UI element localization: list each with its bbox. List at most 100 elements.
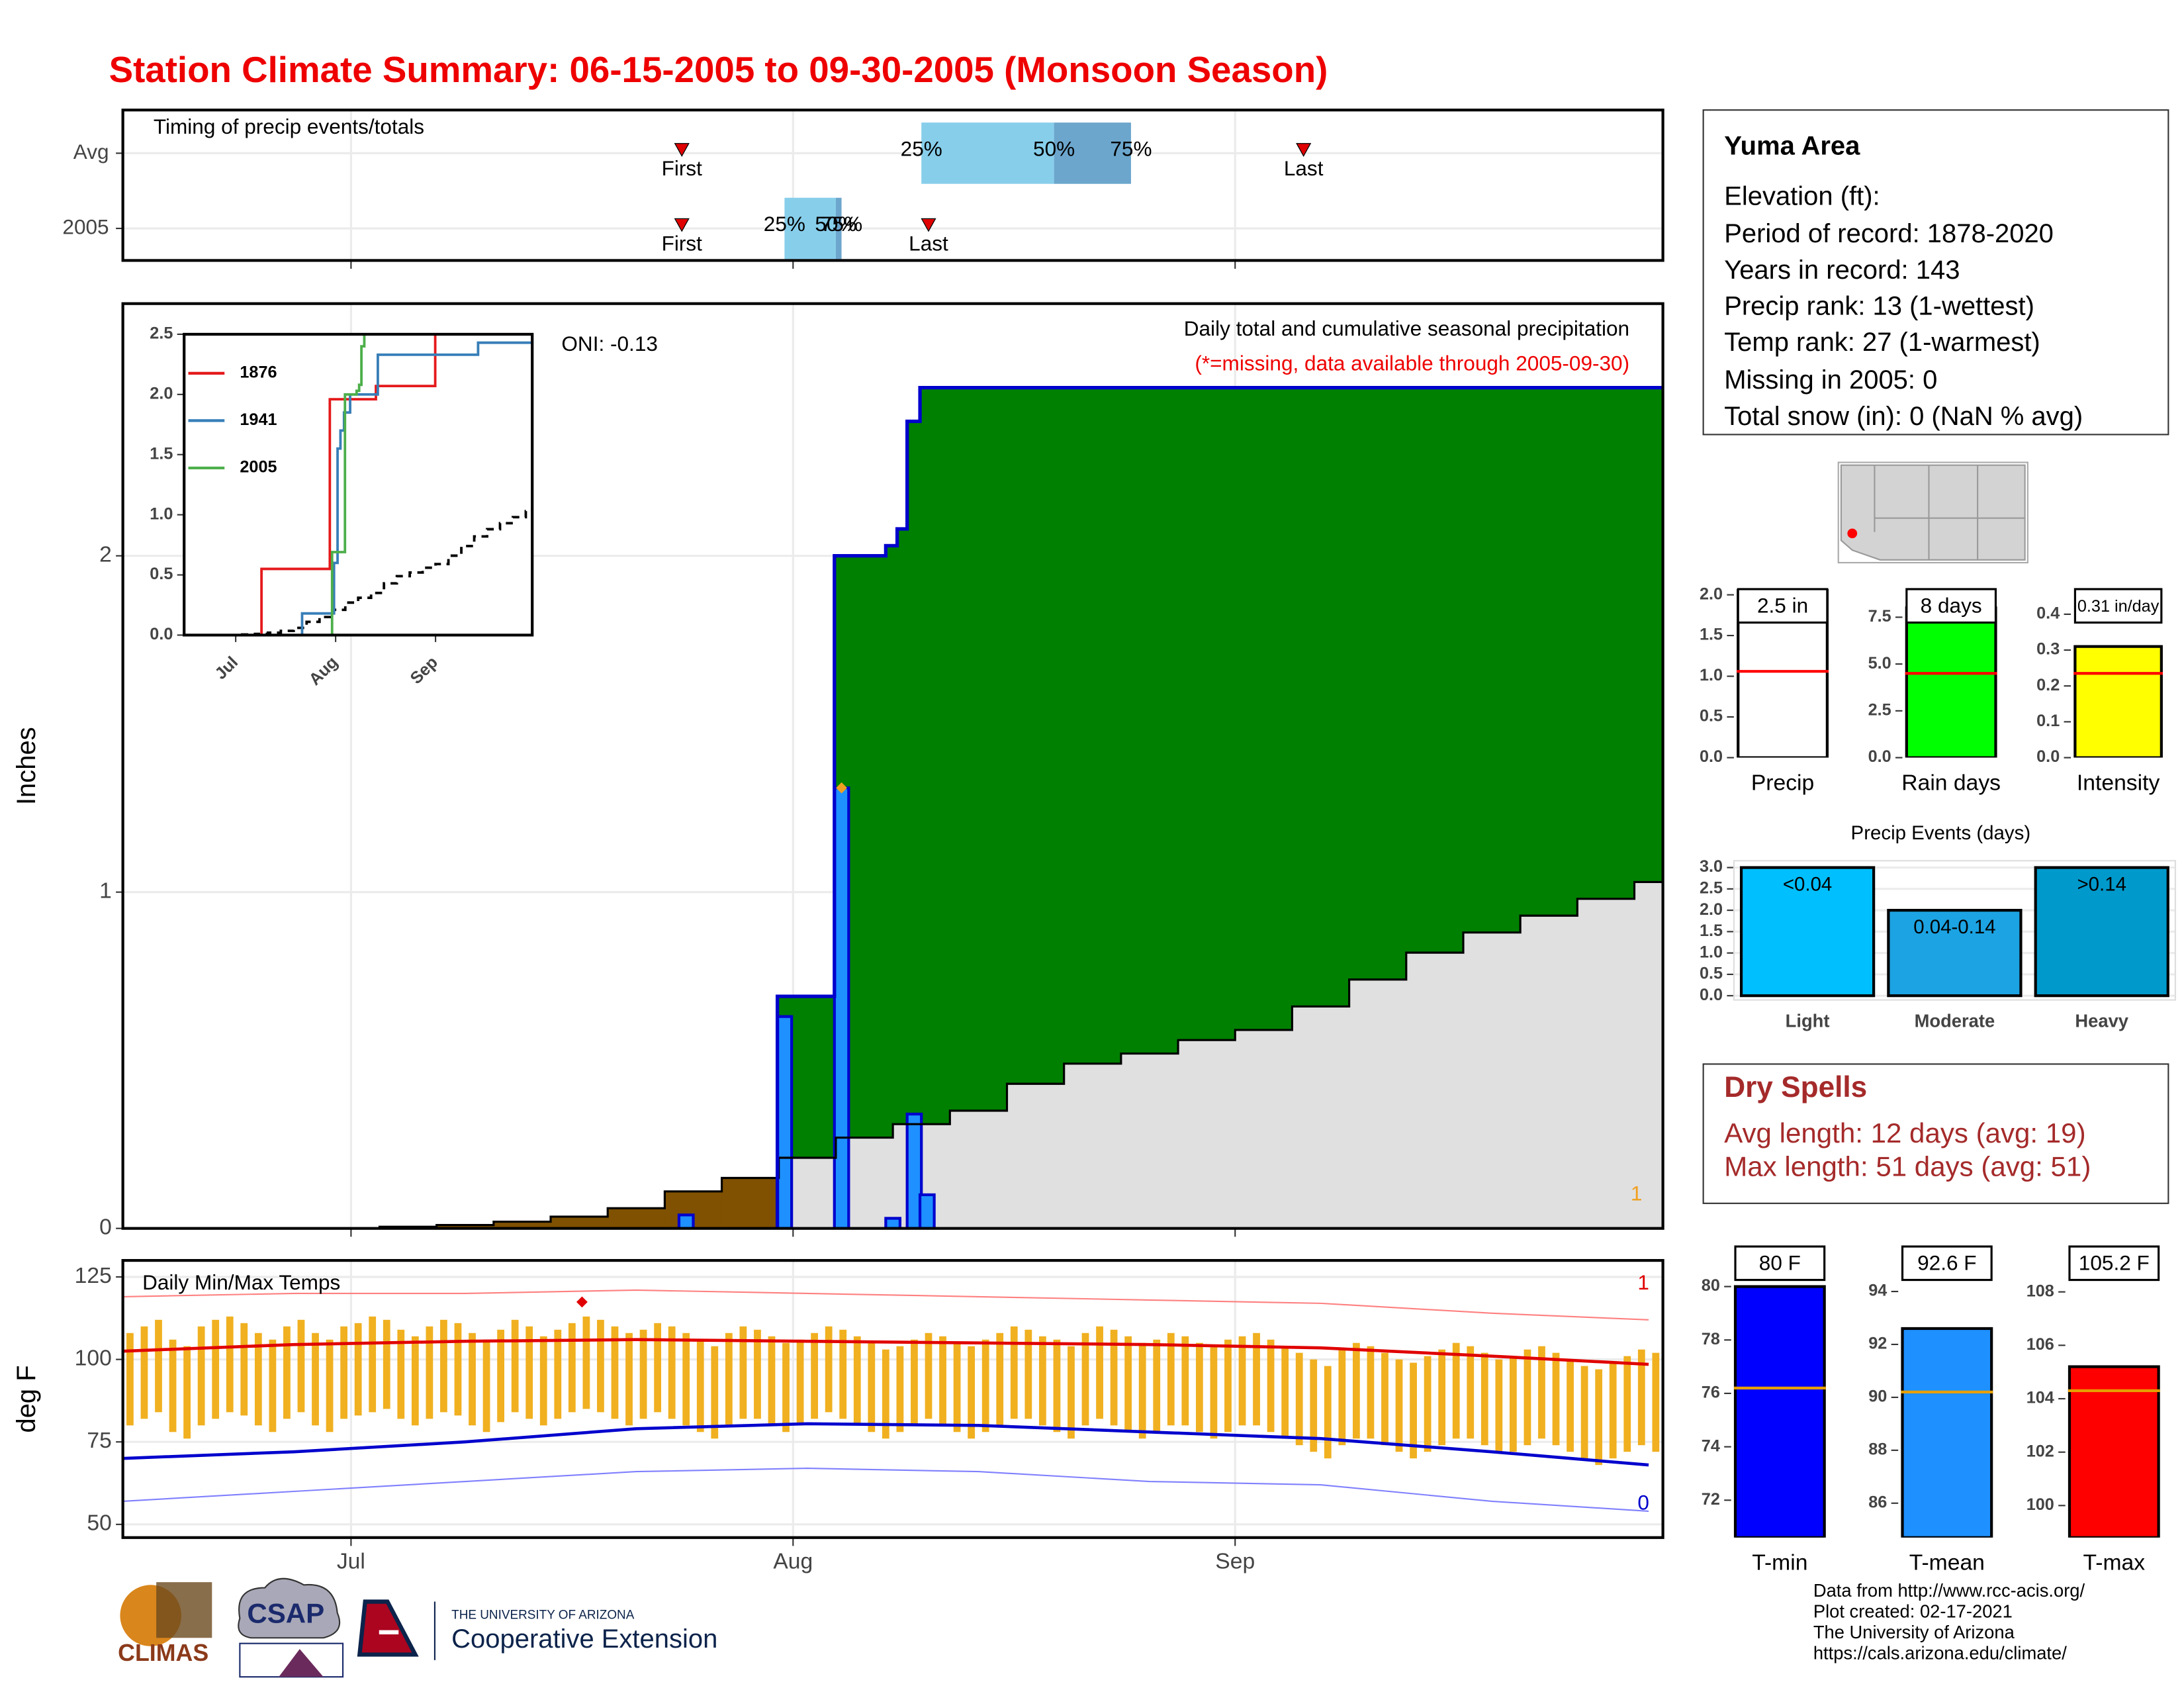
daily-temp-range [340,1326,347,1419]
temp-marks [122,1289,1660,1512]
y-tick-label: 78 [1702,1330,1720,1348]
daily-temp-range [1495,1359,1503,1452]
daily-precip-bar [918,1193,936,1229]
surplus-area [1235,387,1293,1030]
station-dot [1847,528,1858,539]
daily-temp-range [212,1319,220,1419]
y-tick-label: 108 [2026,1282,2054,1300]
y-tick-label: 1.5 [150,444,173,463]
event-label: First [662,156,703,180]
surplus-area [1406,387,1464,953]
category-label: Intensity [2077,771,2160,795]
daily-temp-range [1524,1349,1531,1446]
panel-title: Timing of precip events/totals [154,115,424,138]
daily-temp-range [611,1326,619,1419]
daily-temp-range [240,1323,248,1416]
normal-area [886,1137,893,1229]
y-tick-label: 0.1 [2036,712,2060,730]
bar [1733,1285,1826,1538]
value-label: 2.5 in [1757,594,1808,618]
event-marker [674,143,690,157]
dry-spells-title: Dry Spells [1724,1071,1867,1103]
surplus-area [893,545,898,1125]
footer-line: The University of Arizona [1813,1622,2015,1642]
normal-area [1406,953,1464,1229]
daily-temp-range [1295,1352,1303,1446]
daily-temp-range [1424,1356,1432,1452]
normal-line [122,1338,1649,1366]
daily-temp-range [1153,1339,1161,1432]
daily-temp-range [1467,1346,1475,1439]
quartile-label: 50% [815,212,856,236]
y-tick-label: 80 [1702,1276,1720,1295]
daily-temp-range [297,1319,305,1413]
record-line [122,1468,1649,1512]
normal-area [897,1124,908,1229]
daily-temp-range [411,1336,419,1426]
y-tick-label: 88 [1868,1440,1887,1459]
y-tick-label: 0.0 [150,625,173,643]
y-tick-label: 2.5 [1868,701,1891,720]
surplus-area [920,387,950,1125]
quartile-label: 75% [1110,137,1152,161]
surplus-area [1634,387,1663,882]
info-line: Elevation (ft): [1724,181,1880,211]
daily-temp-range [1281,1346,1289,1439]
surplus-area [950,387,1008,1111]
normal-area [950,1110,1008,1229]
daily-temp-range [1267,1339,1275,1432]
panel-background [184,334,533,635]
normal-area [1007,1084,1065,1229]
y-tick-label: 1.5 [1700,626,1723,644]
y-tick-label: 74 [1702,1436,1720,1455]
y-axis-label: Inches [12,727,41,805]
value-label: 80 F [1759,1251,1801,1275]
panel-frame [121,302,1664,1230]
event-label: First [662,232,703,256]
daily-temp-range [811,1333,819,1419]
daily-temp-range [283,1326,291,1419]
daily-temp-range [482,1339,490,1432]
normal-area [1064,1063,1122,1229]
category-label: Heavy [2075,1011,2128,1031]
daily-temp-range [1053,1339,1061,1432]
page-title: Station Climate Summary: 06-15-2005 to 0… [109,49,1328,90]
daily-temp-range [1510,1356,1517,1452]
daily-temp-range [953,1342,961,1432]
daily-temp-range [711,1346,719,1439]
y-tick-label: 106 [2026,1335,2054,1354]
daily-temp-range [896,1346,904,1432]
bar [1905,606,1997,758]
info-box: Yuma Area Elevation (ft): Period of reco… [1702,109,2169,436]
daily-temp-range [582,1316,590,1409]
daily-temp-range [597,1319,604,1413]
record-low-count: 0 [1637,1491,1649,1515]
daily-temp-range [639,1329,647,1419]
daily-temp-range [1124,1336,1132,1432]
info-line: Precip rank: 13 (1-wettest) [1724,292,2034,321]
dry-spells-frame [1702,1063,2169,1204]
daily-temp-range [1637,1349,1645,1446]
y-tick-label: 0.3 [2036,640,2060,659]
surplus-area [1463,387,1521,933]
category-label: Moderate [1915,1011,1995,1031]
daily-temp-range [1552,1352,1560,1446]
university-text: THE UNIVERSITY OF ARIZONA [451,1609,635,1622]
deficit-area [493,1221,551,1229]
bars [1733,1285,1826,1538]
record-high-count: 1 [1637,1270,1649,1294]
daily-temp-range [1580,1366,1588,1459]
normal-area [1634,882,1663,1229]
bars [1739,866,2169,998]
y-tick-label: 2.0 [1700,900,1723,919]
daily-temp-range [1195,1342,1203,1432]
value-label-box [2073,588,2163,624]
footer-line: https://cals.arizona.edu/climate/ [1813,1643,2067,1664]
daily-temp-range [1324,1366,1332,1459]
daily-temp-range [1038,1336,1046,1426]
panel-frame [121,1258,1664,1539]
daily-temp-range [782,1342,790,1432]
y-tick-label: 0.5 [1700,707,1723,726]
